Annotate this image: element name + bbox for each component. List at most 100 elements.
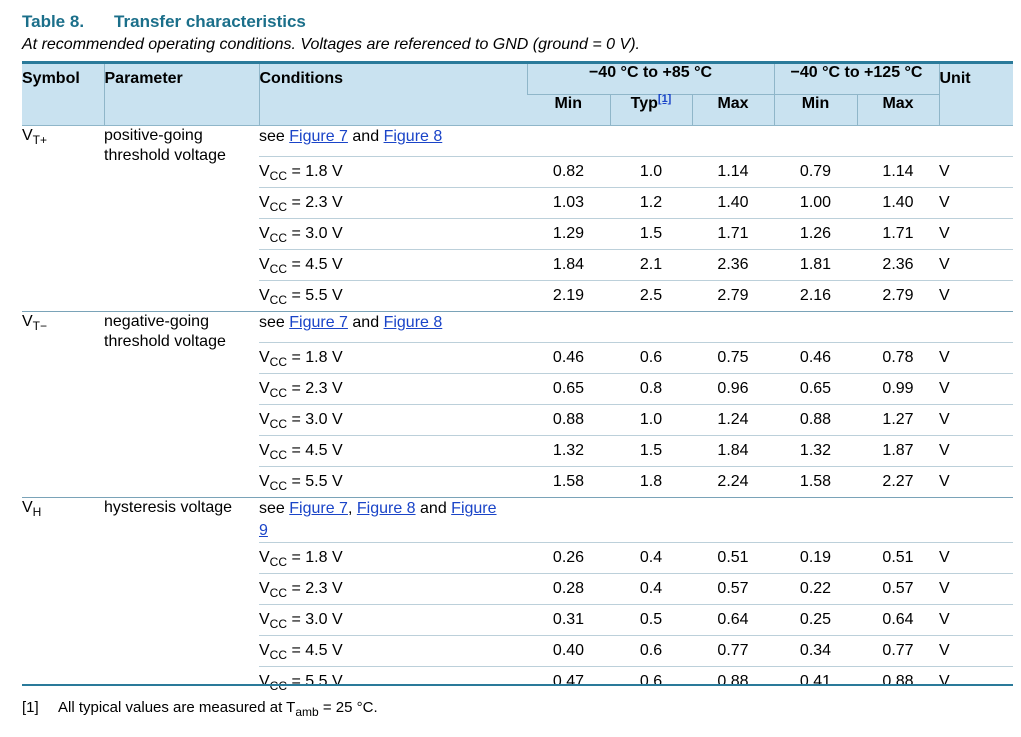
vcc-symbol-sub: CC: [269, 679, 288, 693]
cell-typ: 2.1: [610, 249, 692, 281]
vcc-condition: VCC = 1.8 V: [259, 156, 527, 188]
vcc-symbol-sub: CC: [269, 386, 288, 400]
see-label: see: [259, 128, 285, 145]
figure-link[interactable]: Figure 7: [289, 128, 348, 145]
cell-min-85: 1.03: [527, 187, 610, 219]
cell-unit: V: [939, 635, 1013, 667]
cell-max-85: 0.64: [692, 604, 774, 636]
cell-typ: 0.8: [610, 373, 692, 405]
cell-max-85: 1.14: [692, 156, 774, 188]
vcc-value: = 4.5 V: [291, 442, 343, 459]
vcc-symbol-sub: CC: [269, 617, 288, 631]
vcc-symbol-sub: CC: [269, 262, 288, 276]
symbol-main: V: [22, 127, 33, 144]
table-row: VCC = 2.3 V 0.65 0.8 0.96 0.65 0.99 V: [22, 373, 1013, 405]
symbol-sub: H: [32, 505, 42, 519]
table-label: Table 8.: [22, 12, 85, 31]
cell-min-125: 1.00: [774, 187, 857, 219]
cell-min-125: 0.46: [774, 342, 857, 374]
header-typ: Typ[1]: [609, 93, 692, 126]
cell-max-125: 2.27: [857, 466, 939, 498]
vcc-condition: VCC = 4.5 V: [259, 435, 527, 467]
figure-link[interactable]: Figure 8: [383, 128, 443, 145]
vcc-value: = 2.3 V: [291, 380, 343, 397]
vcc-value: = 5.5 V: [291, 473, 343, 490]
vcc-value: = 2.3 V: [291, 580, 343, 597]
cell-min-125: 1.32: [774, 435, 857, 467]
figure-link[interactable]: Figure 8: [356, 500, 416, 517]
cell-typ: 1.0: [610, 156, 692, 188]
header-min-125: Min: [773, 94, 857, 126]
vcc-symbol-sub: CC: [269, 448, 288, 462]
cell-min-85: 0.88: [527, 404, 610, 436]
cell-unit: V: [939, 280, 1013, 312]
vcc-symbol-sub: CC: [269, 355, 288, 369]
cell-max-85: 2.79: [692, 280, 774, 312]
table-row: VCC = 1.8 V 0.46 0.6 0.75 0.46 0.78 V: [22, 342, 1013, 374]
vcc-condition: VCC = 1.8 V: [259, 342, 527, 374]
cell-max-125: 0.88: [857, 666, 939, 697]
cell-max-85: 1.40: [692, 187, 774, 219]
cell-min-85: 0.65: [527, 373, 610, 405]
figure-link[interactable]: Figure 9: [259, 500, 497, 539]
cell-max-85: 1.71: [692, 218, 774, 250]
cell-unit: V: [939, 666, 1013, 697]
header-typ-label: Typ: [630, 95, 658, 112]
cell-min-85: 0.46: [527, 342, 610, 374]
table-subtitle: At recommended operating conditions. Vol…: [22, 36, 640, 53]
cell-min-125: 1.58: [774, 466, 857, 498]
symbol-cell: VT−: [22, 311, 104, 498]
group-row: VH hysteresis voltage see Figure 7, Figure…: [22, 497, 1013, 697]
and-label: and: [420, 500, 447, 517]
cell-max-85: 0.75: [692, 342, 774, 374]
cell-max-125: 0.77: [857, 635, 939, 667]
figure-link[interactable]: Figure 8: [383, 314, 443, 331]
group-row: VT− negative-going threshold voltage see F…: [22, 311, 1013, 498]
vcc-symbol: V: [259, 580, 270, 597]
cell-min-85: 2.19: [527, 280, 610, 312]
vcc-symbol: V: [259, 256, 270, 273]
vcc-condition: VCC = 3.0 V: [259, 404, 527, 436]
cell-unit: V: [939, 373, 1013, 405]
figure-link[interactable]: Figure 7: [289, 500, 348, 517]
cell-max-125: 1.71: [857, 218, 939, 250]
vcc-symbol: V: [259, 287, 270, 304]
header-symbol: Symbol: [22, 61, 104, 126]
table-row: VCC = 3.0 V 0.31 0.5 0.64 0.25 0.64 V: [22, 604, 1013, 636]
conditions-text: see Figure 7 and Figure 8: [259, 126, 509, 148]
footnote: [1] All typical values are measured at Ta…: [22, 699, 378, 718]
cell-max-125: 1.14: [857, 156, 939, 188]
footnote-1-link[interactable]: [1]: [657, 93, 672, 105]
cell-typ: 0.6: [610, 635, 692, 667]
footnote-number: [1]: [22, 699, 39, 716]
vcc-value: = 3.0 V: [291, 611, 343, 628]
cell-unit: V: [939, 466, 1013, 498]
table-body: VT+ positive-going threshold voltage see F…: [22, 125, 1013, 697]
cell-min-125: 0.65: [774, 373, 857, 405]
vcc-symbol: V: [259, 673, 270, 690]
cell-typ: 1.8: [610, 466, 692, 498]
cell-min-85: 0.40: [527, 635, 610, 667]
cell-max-125: 2.79: [857, 280, 939, 312]
vcc-condition: VCC = 3.0 V: [259, 218, 527, 250]
figure-link[interactable]: Figure 7: [289, 314, 348, 331]
cell-max-125: 1.27: [857, 404, 939, 436]
vcc-condition: VCC = 4.5 V: [259, 249, 527, 281]
cell-min-85: 0.82: [527, 156, 610, 188]
vcc-value: = 2.3 V: [291, 194, 343, 211]
cell-min-125: 0.25: [774, 604, 857, 636]
cell-max-125: 0.57: [857, 573, 939, 605]
vcc-value: = 3.0 V: [291, 411, 343, 428]
cell-min-125: 0.19: [774, 542, 857, 574]
cell-min-125: 2.16: [774, 280, 857, 312]
cell-typ: 2.5: [610, 280, 692, 312]
symbol-cell: VT+: [22, 125, 104, 312]
vcc-symbol-sub: CC: [269, 479, 288, 493]
vcc-symbol: V: [259, 473, 270, 490]
vcc-symbol-sub: CC: [269, 231, 288, 245]
cell-typ: 1.0: [610, 404, 692, 436]
vcc-value: = 1.8 V: [291, 349, 343, 366]
cell-typ: 1.2: [610, 187, 692, 219]
cell-min-85: 1.32: [527, 435, 610, 467]
vcc-condition: VCC = 2.3 V: [259, 573, 527, 605]
